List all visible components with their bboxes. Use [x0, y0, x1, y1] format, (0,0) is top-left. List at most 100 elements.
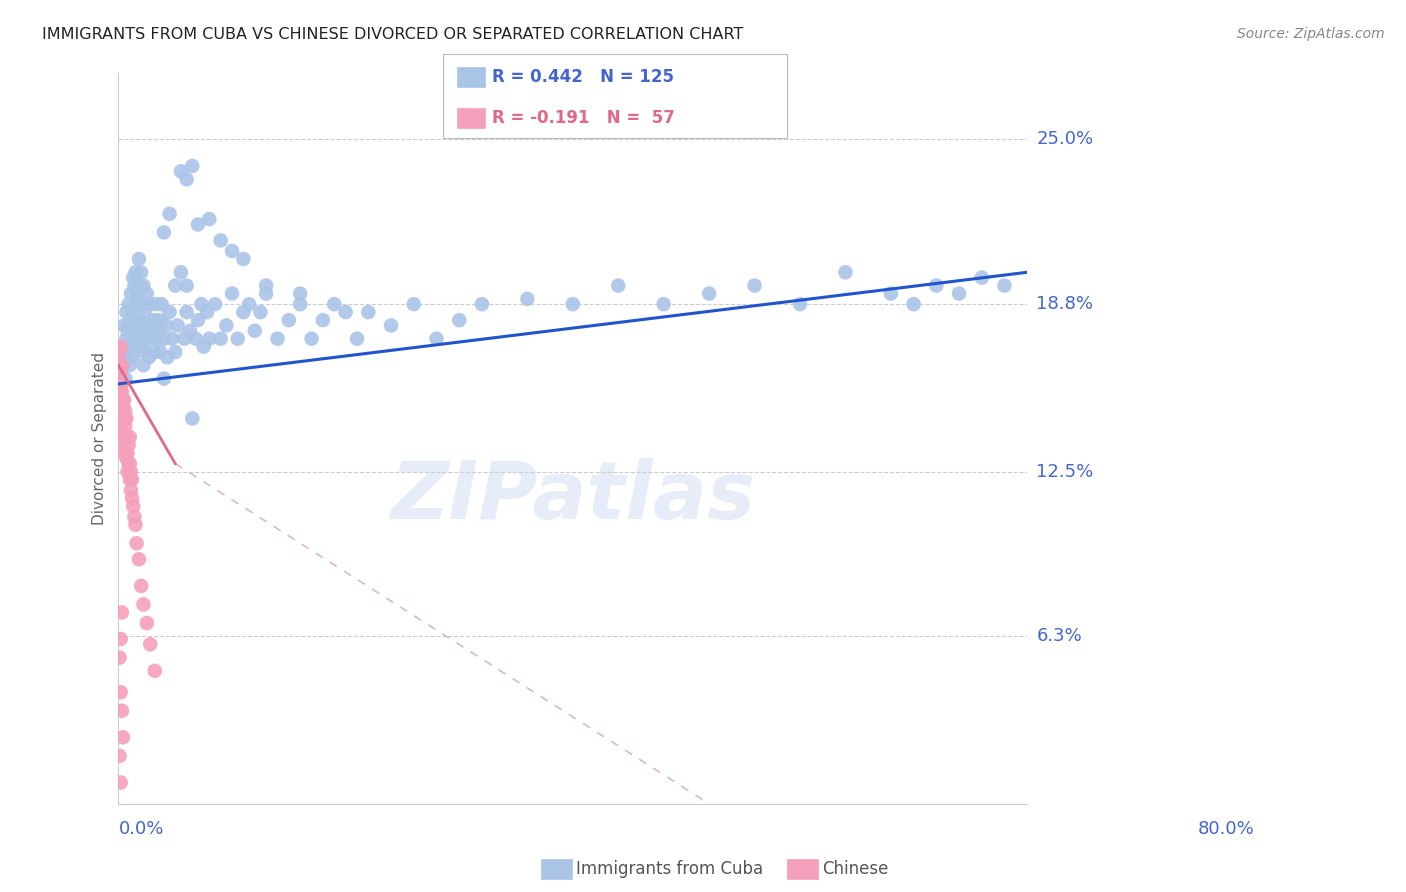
Point — [150, 297, 173, 311]
Text: 25.0%: 25.0% — [1036, 130, 1094, 148]
Point — [111, 359, 134, 373]
Point — [166, 318, 188, 333]
Point — [215, 318, 238, 333]
Point — [948, 286, 970, 301]
Point — [111, 425, 134, 439]
Point — [209, 233, 232, 247]
Point — [118, 457, 141, 471]
Point — [156, 351, 179, 365]
Point — [118, 430, 141, 444]
Point — [198, 212, 221, 227]
Point — [118, 438, 141, 452]
Point — [516, 292, 538, 306]
Point — [607, 278, 630, 293]
Point — [148, 324, 170, 338]
Point — [449, 313, 471, 327]
Point — [121, 491, 143, 505]
Point — [115, 451, 138, 466]
Point — [134, 305, 156, 319]
Point — [111, 704, 134, 718]
Point — [139, 637, 162, 651]
Point — [880, 286, 903, 301]
Point — [145, 297, 167, 311]
Point — [111, 345, 134, 359]
Point — [181, 159, 204, 173]
Point — [925, 278, 948, 293]
Point — [165, 345, 187, 359]
Point — [108, 748, 131, 763]
Text: 12.5%: 12.5% — [1036, 463, 1094, 481]
Point — [204, 297, 226, 311]
Point — [127, 286, 149, 301]
Point — [170, 164, 193, 178]
Point — [117, 446, 139, 460]
Point — [238, 297, 260, 311]
Point — [153, 226, 176, 240]
Point — [117, 351, 139, 365]
Point — [120, 483, 142, 498]
Point — [146, 332, 169, 346]
Point — [128, 252, 150, 266]
Point — [160, 332, 183, 346]
Point — [118, 359, 141, 373]
Point — [125, 297, 148, 311]
Point — [187, 218, 209, 232]
Point — [209, 332, 232, 346]
Point — [115, 305, 138, 319]
Text: IMMIGRANTS FROM CUBA VS CHINESE DIVORCED OR SEPARATED CORRELATION CHART: IMMIGRANTS FROM CUBA VS CHINESE DIVORCED… — [42, 27, 744, 42]
Point — [290, 297, 312, 311]
Point — [125, 340, 148, 354]
Point — [135, 332, 157, 346]
Point — [132, 359, 155, 373]
Point — [120, 465, 142, 479]
Point — [128, 324, 150, 338]
Point — [226, 332, 249, 346]
Point — [122, 499, 145, 513]
Point — [153, 371, 176, 385]
Text: 80.0%: 80.0% — [1198, 820, 1254, 838]
Point — [195, 305, 218, 319]
Point — [744, 278, 766, 293]
Point — [170, 265, 193, 279]
Point — [110, 359, 132, 373]
Point — [108, 376, 131, 391]
Text: 6.3%: 6.3% — [1036, 627, 1083, 645]
Point — [122, 270, 145, 285]
Point — [970, 270, 993, 285]
Point — [176, 278, 198, 293]
Point — [187, 313, 209, 327]
Point — [173, 332, 195, 346]
Point — [380, 318, 402, 333]
Text: Immigrants from Cuba: Immigrants from Cuba — [576, 860, 763, 878]
Point — [127, 332, 149, 346]
Point — [112, 340, 135, 354]
Point — [111, 606, 134, 620]
Point — [111, 731, 134, 745]
Point — [148, 313, 170, 327]
Point — [108, 345, 131, 359]
Point — [118, 473, 141, 487]
Point — [652, 297, 675, 311]
Point — [176, 305, 198, 319]
Point — [155, 318, 177, 333]
Point — [425, 332, 447, 346]
Point — [117, 465, 139, 479]
Y-axis label: Divorced or Separated: Divorced or Separated — [93, 351, 107, 524]
Point — [153, 332, 176, 346]
Point — [139, 297, 162, 311]
Point — [190, 297, 212, 311]
Point — [110, 384, 132, 399]
Point — [254, 278, 277, 293]
Point — [112, 430, 135, 444]
Point — [121, 305, 143, 319]
Text: ZIPatlas: ZIPatlas — [391, 458, 755, 536]
Point — [561, 297, 583, 311]
Point — [124, 313, 146, 327]
Point — [115, 430, 138, 444]
Point — [112, 318, 135, 333]
Point — [993, 278, 1015, 293]
Point — [232, 305, 254, 319]
Point — [111, 376, 134, 391]
Point — [129, 579, 152, 593]
Point — [198, 332, 221, 346]
